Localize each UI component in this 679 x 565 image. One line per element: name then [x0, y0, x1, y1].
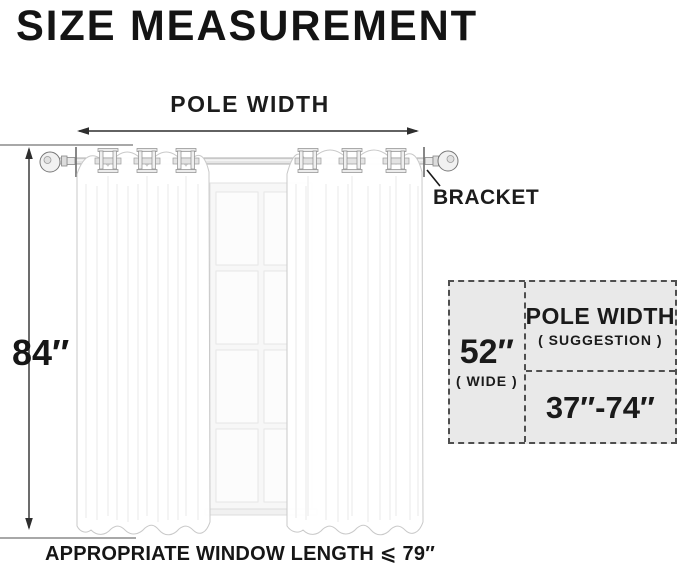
curtain-panel-right: [286, 149, 424, 536]
finial-left-icon: [39, 147, 77, 177]
curtain-height-label: 84″: [12, 332, 70, 373]
window-length-caption: APPROPRIATE WINDOW LENGTH ⩽ 79″: [45, 543, 435, 565]
size-suggestion-box: 52″ ( WIDE ) POLE WIDTH ( SUGGESTION ) 3…: [448, 280, 677, 444]
pole-width-arrow: [77, 127, 419, 135]
pole-width-label: POLE WIDTH: [170, 91, 330, 117]
panel-width-note: ( WIDE ): [455, 373, 518, 389]
bracket-pointer-line: [426, 169, 441, 187]
page-title: SIZE MEASUREMENT: [16, 2, 479, 50]
panel-width-cell: 52″ ( WIDE ): [450, 282, 526, 442]
pole-width-range-cell: 37″-74″: [526, 372, 675, 442]
height-arrow: [25, 147, 33, 530]
pole-width-note: ( SUGGESTION ): [538, 331, 663, 348]
pole-width-suggestion-cell: POLE WIDTH ( SUGGESTION ): [525, 282, 675, 372]
finial-right-icon: [423, 147, 459, 177]
pole-width-title: POLE WIDTH: [525, 302, 675, 329]
panel-width-value: 52″: [459, 333, 514, 371]
curtain-panel-left: [76, 151, 211, 536]
bracket-label: BRACKET: [433, 186, 540, 209]
pole-width-range: 37″-74″: [545, 389, 655, 425]
pole-width-cells: POLE WIDTH ( SUGGESTION ) 37″-74″: [525, 282, 675, 442]
